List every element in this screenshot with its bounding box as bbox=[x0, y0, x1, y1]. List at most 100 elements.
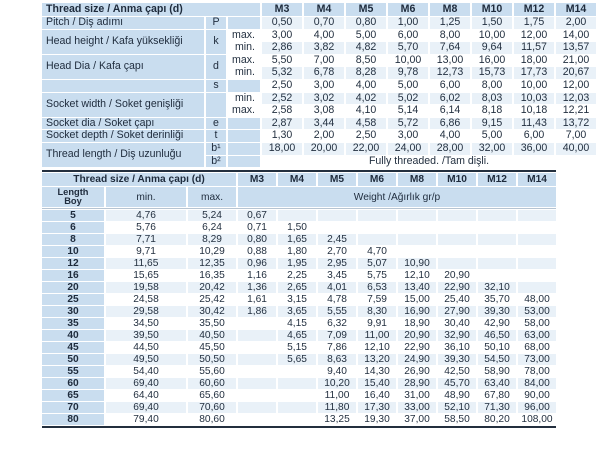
dimension-value: 4,00 bbox=[304, 29, 344, 42]
weight-value: 63,00 bbox=[518, 330, 556, 342]
top-data-row: Socket width / Soket genişliği min. 2,52 3,… bbox=[42, 92, 596, 117]
top-data-row: Head height / Kafa yüksekliği k max. 3,00 4,… bbox=[42, 29, 596, 54]
weight-data-row: 60 69,40 60,60 10,20 15,40 28,90 45,70 63,40 84,… bbox=[42, 378, 556, 390]
max-value: 60,60 bbox=[188, 378, 236, 390]
length-value: 50 bbox=[42, 354, 104, 366]
weight-value: 0,80 bbox=[238, 234, 276, 246]
dimension-value: 10,00 bbox=[472, 29, 512, 42]
weight-value bbox=[238, 318, 276, 330]
weight-value: 42,50 bbox=[438, 366, 476, 378]
dimension-value: 12,21 bbox=[556, 105, 596, 117]
weight-value: 26,90 bbox=[398, 366, 436, 378]
weight-value: 2,95 bbox=[318, 258, 356, 270]
weight-value bbox=[278, 378, 316, 390]
weight-value: 11,00 bbox=[318, 390, 356, 402]
weight-value: 35,70 bbox=[478, 294, 516, 306]
dimension-value: 11,43 bbox=[514, 117, 554, 130]
weight-value: 12,10 bbox=[358, 342, 396, 354]
length-value: 80 bbox=[42, 414, 104, 426]
weight-data-row: 20 19,58 20,42 1,36 2,65 4,01 6,53 13,40 22,90 32… bbox=[42, 282, 556, 294]
column-header-m3: M3 bbox=[262, 3, 302, 16]
top-data-row: Socket depth / Soket derinliği t 1,30 2,00 2… bbox=[42, 130, 596, 142]
min-value: 11,65 bbox=[106, 258, 186, 270]
weight-value: 19,30 bbox=[358, 414, 396, 426]
row-sublabel bbox=[228, 17, 260, 29]
weight-value: 6,53 bbox=[358, 282, 396, 294]
max-header: max. bbox=[188, 187, 236, 208]
rule bbox=[42, 426, 556, 429]
column-header-m6: M6 bbox=[388, 3, 428, 16]
weight-value: 9,91 bbox=[358, 318, 396, 330]
weight-value bbox=[278, 390, 316, 402]
weight-value: 45,70 bbox=[438, 378, 476, 390]
max-value: 40,50 bbox=[188, 330, 236, 342]
row-label: Head Dia / Kafa çapı bbox=[42, 54, 204, 79]
weight-value: 6,32 bbox=[318, 318, 356, 330]
weight-value bbox=[238, 354, 276, 366]
weight-value: 14,30 bbox=[358, 366, 396, 378]
dimension-value: 12,00 bbox=[514, 29, 554, 42]
min-value: 5,76 bbox=[106, 222, 186, 234]
max-value: 80,60 bbox=[188, 414, 236, 426]
dimension-value: 6,00 bbox=[514, 130, 554, 142]
dimension-value: 0,70 bbox=[304, 17, 344, 29]
thread-size-title: Thread size / Anma çapı (d) bbox=[42, 3, 260, 16]
min-value: 79,40 bbox=[106, 414, 186, 426]
weight-value: 52,10 bbox=[438, 402, 476, 414]
max-value: 70,60 bbox=[188, 402, 236, 414]
dimension-value: 5,00 bbox=[472, 130, 512, 142]
weight-value bbox=[518, 234, 556, 246]
dimension-value: 3,00 bbox=[388, 130, 428, 142]
weight-value bbox=[238, 342, 276, 354]
weight-value: 0,88 bbox=[238, 246, 276, 258]
row-symbol: b¹ bbox=[206, 142, 226, 155]
weight-value: 48,90 bbox=[438, 390, 476, 402]
weight-value: 16,90 bbox=[398, 306, 436, 318]
column-header-m3: M3 bbox=[238, 173, 276, 187]
dimension-value: 1,75 bbox=[514, 17, 554, 29]
max-value: 5,24 bbox=[188, 210, 236, 222]
dimension-value: 15,73 bbox=[472, 67, 512, 79]
dimension-value: 2,87 bbox=[262, 117, 302, 130]
top-header-row: Thread size / Anma çapı (d) M3 M4 M5 M6 M8 M10… bbox=[42, 3, 596, 16]
divider-rule bbox=[42, 208, 556, 210]
weight-value bbox=[238, 366, 276, 378]
weight-value: 22,90 bbox=[398, 342, 436, 354]
dimension-value: 7,00 bbox=[304, 54, 344, 67]
weight-value bbox=[318, 210, 356, 222]
weight-value: 32,90 bbox=[438, 330, 476, 342]
length-value: 55 bbox=[42, 366, 104, 378]
weight-value: 3,65 bbox=[278, 306, 316, 318]
dimension-value: 2,52 bbox=[262, 92, 302, 105]
dimension-value: 4,82 bbox=[346, 42, 386, 54]
dimension-value: 1,25 bbox=[430, 17, 470, 29]
dimensions-table: Thread size / Anma çapı (d) M3 M4 M5 M6 M8 M10… bbox=[40, 2, 598, 168]
weight-value bbox=[438, 222, 476, 234]
weight-value: 11,80 bbox=[318, 402, 356, 414]
row-label: Socket width / Soket genişliği bbox=[42, 92, 204, 117]
dimension-value: 20,67 bbox=[556, 67, 596, 79]
weight-value bbox=[478, 210, 516, 222]
length-value: 12 bbox=[42, 258, 104, 270]
weight-value: 58,00 bbox=[518, 318, 556, 330]
dimension-value: 9,64 bbox=[472, 42, 512, 54]
dimension-value: 4,02 bbox=[346, 92, 386, 105]
weight-value: 0,67 bbox=[238, 210, 276, 222]
max-value: 8,29 bbox=[188, 234, 236, 246]
dimension-value: 5,32 bbox=[262, 67, 302, 79]
dimension-value: 4,00 bbox=[430, 130, 470, 142]
length-value: 35 bbox=[42, 318, 104, 330]
weight-value: 108,00 bbox=[518, 414, 556, 426]
weight-data-row: 45 44,50 45,50 5,15 7,86 12,10 22,90 36,10 50,10… bbox=[42, 342, 556, 354]
weight-value: 2,70 bbox=[318, 246, 356, 258]
dimension-value: 28,00 bbox=[430, 142, 470, 155]
weight-value bbox=[438, 210, 476, 222]
weight-value: 37,00 bbox=[398, 414, 436, 426]
dimension-value: 3,02 bbox=[304, 92, 344, 105]
weight-value: 1,61 bbox=[238, 294, 276, 306]
top-data-row: Pitch / Diş adımı P 0,50 0,70 0,80 1,00 1,25 1,… bbox=[42, 17, 596, 29]
weight-value: 25,40 bbox=[438, 294, 476, 306]
weight-value: 4,70 bbox=[358, 246, 396, 258]
row-label: Thread length / Diş uzunluğu bbox=[42, 142, 204, 168]
weight-value bbox=[478, 246, 516, 258]
